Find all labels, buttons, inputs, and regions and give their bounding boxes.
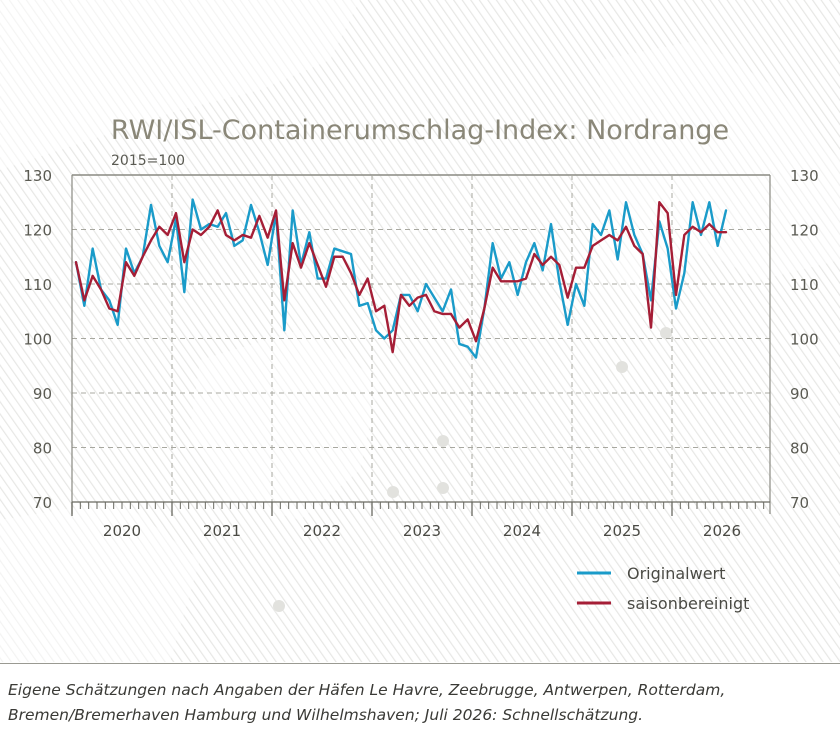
y-tick-left-90: 90 [33, 385, 52, 403]
x-label-2024: 2024 [503, 522, 541, 540]
footnote: Eigene Schätzungen nach Angaben der Häfe… [8, 678, 832, 728]
y-tick-right-80: 80 [790, 440, 809, 458]
y-tick-left-70: 70 [33, 494, 52, 512]
series-line-saisonbereinigt [74, 201, 728, 354]
footnote-line-2: Bremen/Bremerhaven Hamburg und Wilhelmsh… [8, 706, 644, 724]
x-label-2020: 2020 [103, 522, 141, 540]
background-map [0, 0, 840, 662]
legend-label-saisonbereinigt: saisonbereinigt [627, 594, 749, 613]
y-tick-right-100: 100 [790, 331, 819, 349]
y-tick-left-100: 100 [23, 331, 52, 349]
y-tick-left-80: 80 [33, 440, 52, 458]
y-tick-right-130: 130 [790, 167, 819, 185]
y-tick-right-110: 110 [790, 276, 819, 294]
footer-divider [0, 663, 840, 664]
chart-title: RWI/ISL-Containerumschlag-Index: Nordran… [111, 115, 729, 146]
y-tick-right-120: 120 [790, 222, 819, 240]
y-tick-left-110: 110 [23, 276, 52, 294]
grid [72, 174, 770, 503]
x-label-2021: 2021 [203, 522, 241, 540]
series-layer [74, 198, 728, 359]
x-label-2023: 2023 [403, 522, 441, 540]
x-label-2022: 2022 [303, 522, 341, 540]
x-label-2025: 2025 [603, 522, 641, 540]
legend: Originalwert saisonbereinigt [577, 564, 749, 613]
y-tick-left-130: 130 [23, 167, 52, 185]
chart-subtitle: 2015=100 [111, 153, 185, 169]
axes: 70 70 80 80 90 90 100 100 110 110 120 120 130 130 2020… [23, 167, 818, 540]
y-tick-left-120: 120 [23, 222, 52, 240]
y-tick-right-70: 70 [790, 494, 809, 512]
footnote-line-1: Eigene Schätzungen nach Angaben der Häfe… [8, 681, 726, 699]
legend-label-Originalwert: Originalwert [627, 564, 725, 583]
x-label-2026: 2026 [703, 522, 741, 540]
y-tick-right-90: 90 [790, 385, 809, 403]
